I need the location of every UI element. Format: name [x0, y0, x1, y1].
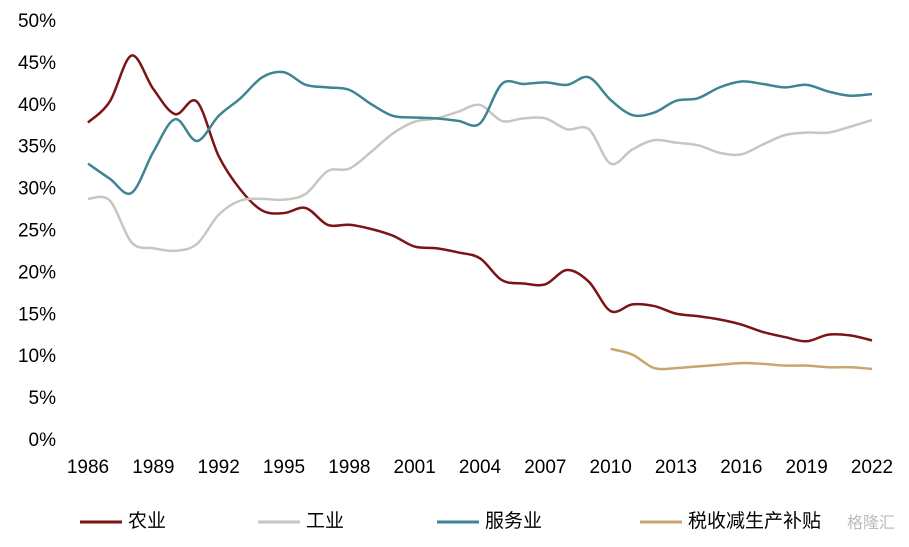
x-tick-label: 1986: [67, 457, 109, 478]
y-tick-label: 35%: [18, 137, 56, 158]
x-tick-label: 2007: [524, 457, 566, 478]
legend-label: 税收减生产补贴: [688, 510, 821, 532]
y-tick-label: 20%: [18, 262, 56, 283]
x-tick-label: 1998: [328, 457, 370, 478]
y-tick-label: 10%: [18, 346, 56, 367]
y-tick-label: 40%: [18, 95, 56, 116]
series-line: [87, 54, 873, 343]
y-tick-label: 50%: [18, 11, 56, 32]
series-line: [87, 103, 873, 253]
y-tick-label: 45%: [18, 53, 56, 74]
y-tick-label: 0%: [29, 430, 57, 451]
x-tick-label: 1995: [263, 457, 305, 478]
y-tick-label: 15%: [18, 304, 56, 325]
x-tick-label: 2010: [590, 457, 632, 478]
series-line: [610, 347, 873, 371]
x-tick-label: 2013: [655, 457, 697, 478]
x-tick-label: 2019: [786, 457, 828, 478]
y-tick-label: 25%: [18, 221, 56, 242]
legend-label: 农业: [128, 510, 166, 532]
x-tick-label: 2004: [459, 457, 502, 478]
series-line: [87, 70, 873, 196]
legend-label: 工业: [306, 510, 344, 532]
x-tick-label: 2001: [394, 457, 436, 478]
x-tick-label: 1989: [132, 457, 174, 478]
x-tick-label: 1992: [198, 457, 240, 478]
x-tick-label: 2022: [851, 457, 893, 478]
x-tick-label: 2016: [720, 457, 762, 478]
watermark: 格隆汇: [847, 514, 895, 532]
y-tick-label: 30%: [18, 179, 56, 200]
legend-label: 服务业: [485, 510, 542, 532]
y-tick-label: 5%: [29, 388, 57, 409]
